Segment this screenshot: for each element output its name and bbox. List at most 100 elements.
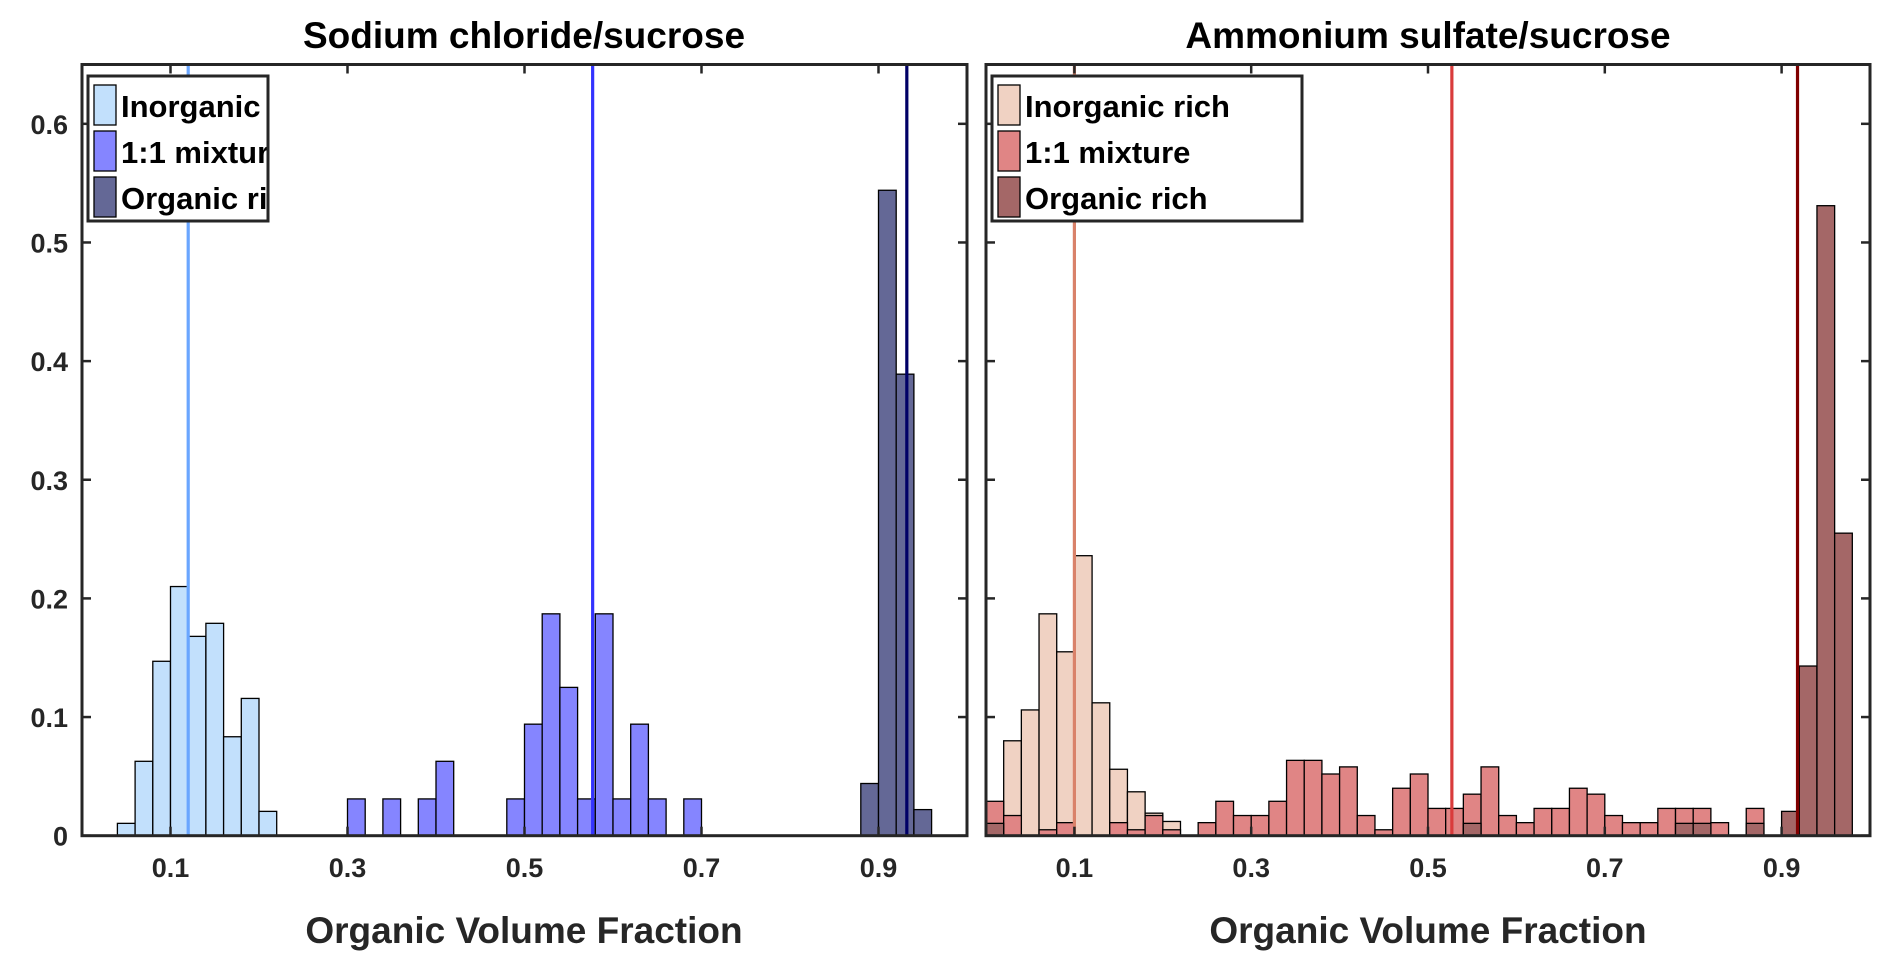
histogram-bar (1480, 766, 1500, 837)
histogram-bar (630, 723, 650, 837)
histogram-bar (559, 686, 579, 837)
histogram-bar (1639, 821, 1659, 837)
legend-swatch (93, 130, 117, 172)
histogram-bar (1816, 205, 1836, 837)
histogram-bar (1038, 613, 1058, 837)
legend-label: 1:1 mixture (1025, 135, 1190, 170)
histogram-bar (134, 760, 154, 837)
histogram-bar (1568, 787, 1588, 837)
histogram-bar (1356, 814, 1376, 837)
y-tick-label: 0 (53, 822, 68, 852)
x-tick-label: 0.7 (683, 853, 721, 883)
series-inorganic-rich (116, 585, 278, 837)
legend-label: Organic rich (1025, 181, 1208, 216)
legend-label: Inorganic rich (121, 89, 326, 124)
histogram-bar (647, 798, 667, 837)
histogram-bar (913, 808, 933, 837)
histogram-bar (435, 760, 455, 837)
histogram-bar (1745, 822, 1765, 837)
legend-label: Inorganic rich (1025, 89, 1230, 124)
series-organic-rich (985, 205, 1853, 837)
histogram-bar (1144, 814, 1164, 837)
legend-label: 1:1 mixture (121, 135, 286, 170)
histogram-bar (1109, 821, 1129, 837)
x-axis-label: Organic Volume Fraction (1209, 910, 1646, 951)
y-tick-label: 0.4 (30, 347, 68, 377)
histogram-bar (1268, 800, 1288, 837)
legend: Inorganic rich 1:1 mixture Organic rich (86, 74, 326, 223)
y-tick-label: 0.2 (30, 584, 68, 614)
histogram-bar (1003, 814, 1023, 837)
histogram-bar (1338, 766, 1358, 837)
histogram-bar (612, 798, 632, 837)
histogram-bar (169, 585, 189, 837)
histogram-bar (417, 798, 437, 837)
y-tick-label: 0.3 (30, 466, 68, 496)
panel-ammonium-sulfate: Ammonium sulfate/sucrose Organic Volume … (984, 15, 1872, 951)
histogram-bar (222, 736, 242, 837)
y-tick-label: 0.6 (30, 110, 68, 140)
y-tick-label: 0.5 (30, 228, 68, 258)
histogram-bar (1391, 787, 1411, 837)
histogram-bar (594, 613, 614, 837)
histogram-bar (1197, 821, 1217, 837)
histogram-bar (1798, 665, 1818, 837)
x-tick-label: 0.5 (506, 853, 544, 883)
x-tick-label: 0.7 (1586, 853, 1624, 883)
legend-entries: Inorganic rich 1:1 mixture Organic rich (93, 84, 326, 218)
legend-border (86, 74, 270, 223)
histogram-bar (1056, 651, 1076, 837)
histogram-bar (1020, 709, 1040, 837)
histogram-bar (346, 798, 366, 837)
histogram-bar (1285, 759, 1305, 837)
histogram-bar (1462, 822, 1482, 837)
histogram-bar (205, 622, 225, 837)
histogram-bar (523, 723, 543, 837)
histogram-bar (1674, 822, 1694, 837)
histogram-bar (1533, 807, 1553, 837)
histogram-bar (1250, 814, 1270, 837)
histogram-bar (1621, 821, 1641, 837)
histogram-bar (240, 697, 260, 837)
panel-sodium-chloride: Sodium chloride/sucrose Organic Volume F… (30, 15, 969, 951)
plot-area (116, 64, 933, 837)
histogram-bar (1833, 532, 1853, 837)
histogram-bar (1551, 807, 1571, 837)
histogram-bar (1303, 759, 1323, 837)
histogram-bar (895, 373, 915, 837)
panel-title: Ammonium sulfate/sucrose (1185, 15, 1670, 56)
legend-entries: Inorganic rich 1:1 mixture Organic rich (997, 84, 1230, 218)
histogram-bar (258, 810, 278, 837)
legend-swatch (997, 84, 1021, 126)
histogram-bar (382, 798, 402, 837)
histogram-bar (1692, 822, 1712, 837)
histogram-bar (1073, 555, 1093, 837)
y-tick-label: 0.1 (30, 703, 68, 733)
x-tick-label: 0.1 (1056, 853, 1094, 883)
histogram-bar (1215, 800, 1235, 837)
x-tick-label: 0.1 (152, 853, 190, 883)
legend-swatch (93, 84, 117, 126)
histogram-bar (683, 798, 703, 837)
legend-background (88, 76, 268, 221)
x-tick-label: 0.9 (860, 853, 898, 883)
histogram-bar (1586, 793, 1606, 837)
x-tick-label: 0.3 (329, 853, 367, 883)
histogram-bar (187, 635, 207, 837)
histogram-bar (116, 822, 136, 837)
histogram-bar (1321, 773, 1341, 837)
histogram-bar (1604, 814, 1624, 837)
x-tick-label: 0.3 (1232, 853, 1270, 883)
x-tick-label: 0.5 (1409, 853, 1447, 883)
series-1-1-mixture (346, 613, 703, 837)
legend-swatch (997, 176, 1021, 218)
histogram-bar (1445, 807, 1465, 837)
histogram-bar (1232, 814, 1252, 837)
histogram-bar (506, 798, 526, 837)
histogram-bar (1091, 702, 1111, 837)
histogram-bar (541, 613, 561, 837)
x-axis-label: Organic Volume Fraction (305, 910, 742, 951)
series-organic-rich (860, 189, 933, 837)
histogram-bar (985, 822, 1005, 837)
